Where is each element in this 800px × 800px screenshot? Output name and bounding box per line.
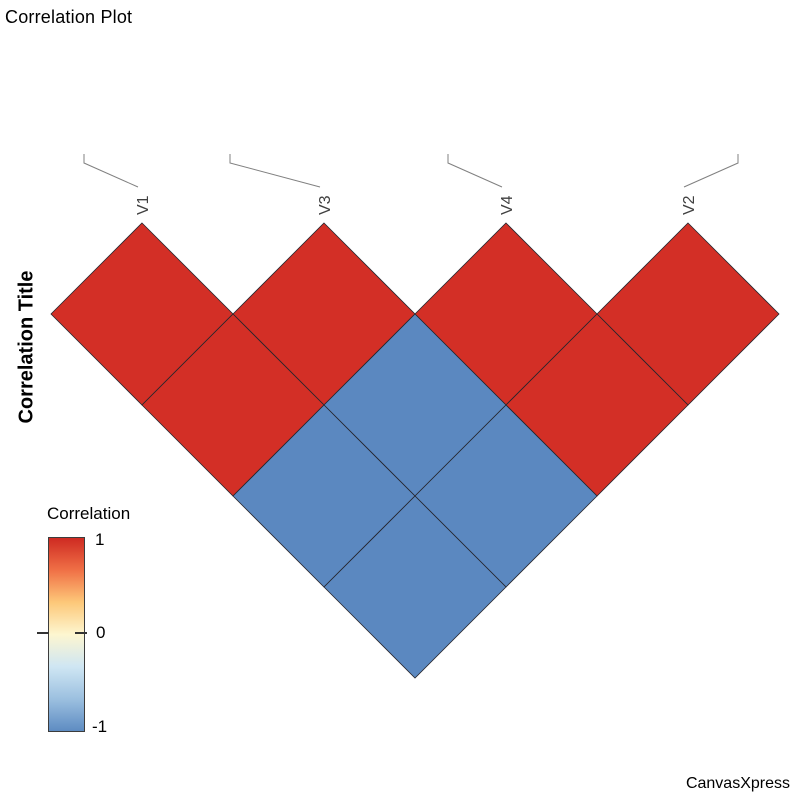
legend-label-max: 1	[95, 530, 105, 549]
label-leader-V3	[229, 154, 321, 188]
column-label-V1[interactable]: V1	[135, 195, 152, 215]
label-leader-V2	[683, 154, 739, 188]
canvasxpress-watermark[interactable]: CanvasXpress	[685, 775, 790, 792]
legend-zero-tick-left	[37, 632, 49, 634]
corr-cell-V1-V2[interactable]	[323, 495, 507, 679]
legend-title: Correlation	[47, 504, 131, 523]
legend-label-zero: 0	[96, 623, 106, 642]
legend-label-min: -1	[92, 717, 108, 736]
label-leader-V4	[447, 154, 503, 188]
label-leader-V1	[83, 154, 139, 188]
column-label-V3[interactable]: V3	[317, 195, 334, 215]
legend-gradient-bar	[48, 537, 85, 732]
column-label-V4[interactable]: V4	[499, 195, 516, 215]
page-title: Correlation Plot	[5, 7, 133, 27]
column-label-V2[interactable]: V2	[681, 195, 698, 215]
legend-zero-tick-right	[75, 632, 87, 634]
